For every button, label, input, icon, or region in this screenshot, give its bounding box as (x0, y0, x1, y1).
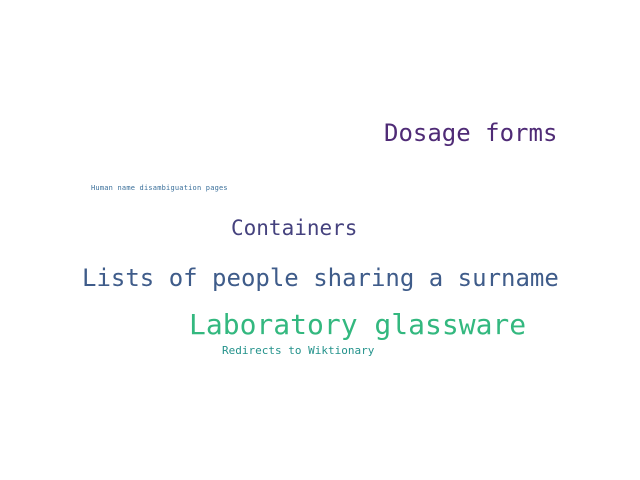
word-lists-of-people-sharing-a-surname: Lists of people sharing a surname (82, 264, 559, 292)
word-dosage-forms: Dosage forms (384, 119, 558, 147)
word-redirects-to-wiktionary: Redirects to Wiktionary (222, 344, 375, 357)
word-human-name-disambiguation-pages: Human name disambiguation pages (91, 184, 228, 192)
word-containers: Containers (231, 216, 358, 240)
word-laboratory-glassware: Laboratory glassware (189, 308, 527, 341)
